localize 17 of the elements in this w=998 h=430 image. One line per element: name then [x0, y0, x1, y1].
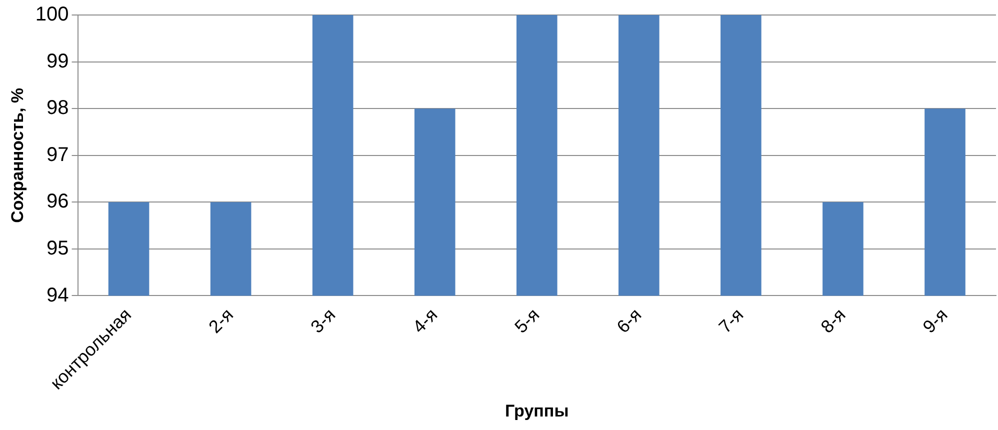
- x-tick-label: 4-я: [408, 304, 442, 337]
- y-tick-label: 100: [35, 4, 69, 26]
- x-tick-label: 9-я: [918, 304, 952, 337]
- x-tick-label: 2-я: [204, 304, 238, 337]
- x-tick-label: 7-я: [714, 304, 748, 337]
- x-axis-title: Группы: [505, 401, 569, 420]
- y-tick-label: 95: [46, 237, 69, 260]
- x-tick-label: 8-я: [816, 304, 850, 337]
- y-tick-label: 98: [46, 97, 69, 120]
- y-tick-label: 97: [46, 144, 69, 166]
- y-axis-title: Сохранность, %: [8, 88, 27, 223]
- y-tick-label: 96: [46, 190, 69, 213]
- x-tick-label: 6-я: [612, 304, 646, 337]
- y-tick-label: 94: [46, 284, 69, 306]
- x-tick-label: 3-я: [306, 304, 340, 337]
- x-tick-label: 5-я: [510, 304, 544, 337]
- y-tick-label: 99: [46, 50, 69, 72]
